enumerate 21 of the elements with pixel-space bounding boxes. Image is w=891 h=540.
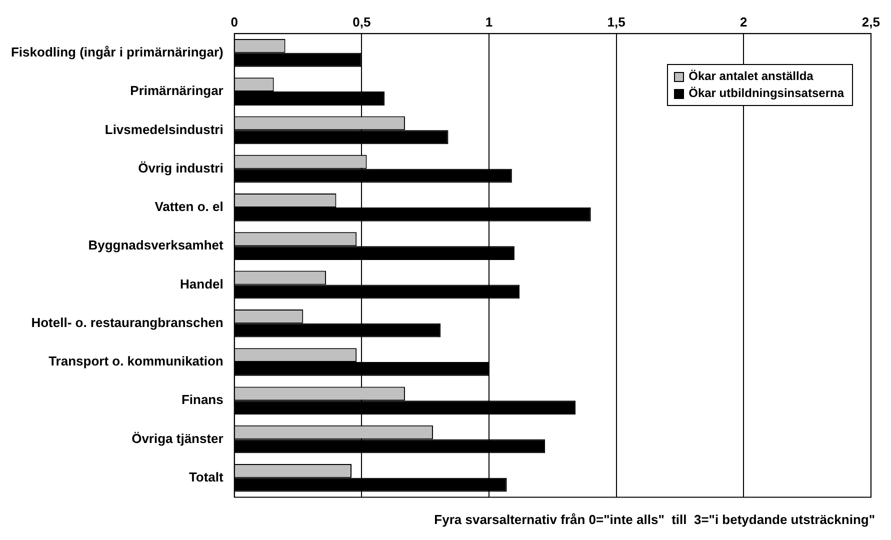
x-tick-label: 0 [230, 14, 238, 30]
y-tick-label: Fiskodling (ingår i primärnäringar) [10, 44, 224, 60]
y-tick-label: Hotell- o. restaurangbranschen [31, 314, 224, 330]
y-tick-label: Finans [181, 392, 224, 408]
x-tick-label: 1 [485, 14, 493, 30]
y-tick-label: Handel [180, 276, 224, 292]
y-tick-label: Vatten o. el [154, 199, 224, 214]
y-tick-label: Primärnäringar [130, 83, 224, 98]
x-tick-label: 0,5 [352, 14, 371, 30]
y-tick-label: Byggnadsverksamhet [88, 238, 224, 253]
legend-label: Ökar utbildningsinsatserna [688, 85, 844, 102]
legend-label: Ökar antalet anställda [688, 68, 814, 85]
y-tick-label: Livsmedelsindustri [104, 122, 224, 137]
x-tick-label: 2,5 [862, 14, 880, 30]
y-tick-label: Övrig industri [138, 160, 224, 176]
x-axis-title: Fyra svarsalternativ från 0="inte alls" till 3="i betydande utsträckning" [433, 512, 876, 527]
y-tick-label: Övriga tjänster [132, 430, 224, 446]
y-tick-label: Transport o. kommunikation [48, 354, 224, 369]
x-tick-label: 1,5 [607, 14, 626, 30]
x-tick-label: 2 [740, 14, 748, 30]
y-tick-label: Totalt [188, 469, 224, 484]
